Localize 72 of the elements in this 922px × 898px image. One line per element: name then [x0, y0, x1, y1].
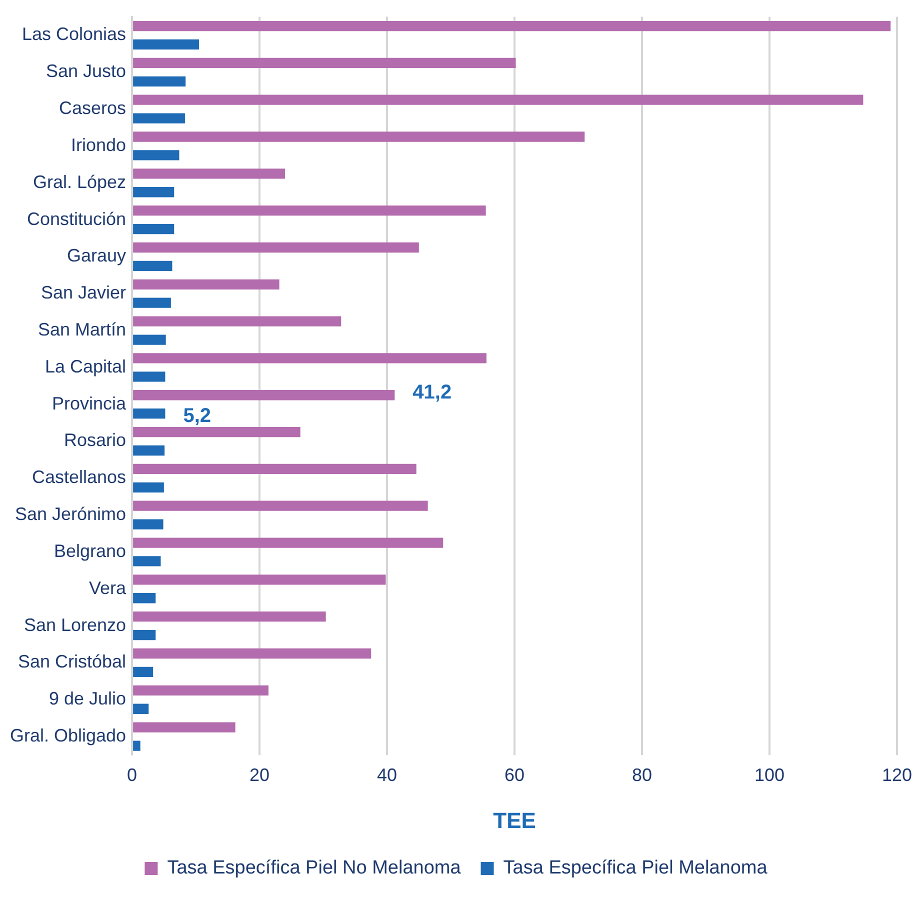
y-tick-label: Provincia	[52, 393, 128, 414]
y-tick-label: San Cristóbal	[18, 652, 126, 672]
y-tick-label: Garauy	[67, 246, 126, 266]
legend-label: Tasa Específica Piel No Melanoma	[167, 858, 462, 879]
x-tick-label: 20	[250, 764, 270, 785]
bar	[133, 224, 174, 234]
x-tick-label: 120	[882, 764, 912, 785]
bar	[133, 648, 372, 659]
x-tick-label: 40	[377, 764, 398, 785]
bar	[133, 704, 149, 714]
y-tick-label: San Lorenzo	[24, 614, 126, 635]
bar	[133, 20, 891, 32]
bar	[133, 482, 164, 492]
bar	[133, 150, 180, 160]
legend-label: Tasa Específica Piel Melanoma	[503, 858, 768, 879]
data-label: 41,2	[412, 382, 452, 404]
x-tick-label: 60	[504, 764, 525, 785]
bar	[133, 298, 171, 308]
x-tick-label: 100	[754, 764, 785, 785]
bar	[133, 445, 165, 456]
y-tick-label: San Jerónimo	[14, 504, 126, 524]
bar	[133, 279, 280, 290]
bar	[133, 206, 486, 216]
bar	[133, 39, 199, 50]
bar	[133, 372, 166, 382]
bar	[133, 58, 516, 68]
bar	[133, 500, 428, 511]
y-tick-label: Gral. López	[32, 172, 126, 192]
bar	[133, 408, 166, 419]
bar	[133, 426, 300, 438]
y-tick-label: San Martín	[38, 320, 126, 340]
y-tick-label: Constitución	[26, 208, 126, 229]
bar	[133, 593, 156, 604]
y-tick-label: 9 de Julio	[48, 688, 126, 709]
y-tick-label: Gral. Obligado	[10, 726, 126, 746]
bar	[133, 538, 444, 548]
bar	[133, 556, 161, 566]
bar	[133, 722, 236, 732]
bar	[133, 94, 864, 105]
x-tick-label: 0	[127, 764, 138, 785]
bar	[133, 316, 342, 326]
bar	[133, 113, 185, 124]
bar	[133, 353, 486, 364]
bar	[133, 574, 386, 585]
y-tick-label: Belgrano	[54, 540, 126, 561]
bar	[133, 334, 166, 345]
y-tick-label: Vera	[89, 578, 128, 598]
bar	[133, 666, 154, 678]
x-axis-title: TEE	[493, 808, 536, 833]
bar	[133, 168, 286, 179]
bar	[133, 519, 164, 530]
y-tick-label: San Javier	[41, 282, 126, 303]
bar	[133, 187, 174, 198]
bar	[133, 630, 156, 640]
bar	[133, 260, 172, 272]
bar	[133, 685, 268, 696]
bar	[133, 242, 419, 253]
bar	[133, 132, 585, 142]
data-label: 5,2	[183, 405, 212, 428]
bar	[133, 612, 326, 622]
bar	[133, 76, 186, 86]
bar	[133, 464, 416, 474]
y-tick-label: Iriondo	[71, 134, 126, 155]
y-tick-label: Castellanos	[32, 467, 126, 488]
y-tick-label: San Justo	[46, 61, 126, 82]
bar	[133, 740, 140, 751]
y-tick-label: Rosario	[64, 430, 126, 450]
y-tick-label: Caseros	[59, 98, 126, 118]
x-tick-label: 80	[632, 764, 652, 785]
y-tick-label: Las Colonias	[22, 24, 126, 44]
bar	[133, 390, 395, 400]
y-tick-label: La Capital	[44, 356, 126, 376]
